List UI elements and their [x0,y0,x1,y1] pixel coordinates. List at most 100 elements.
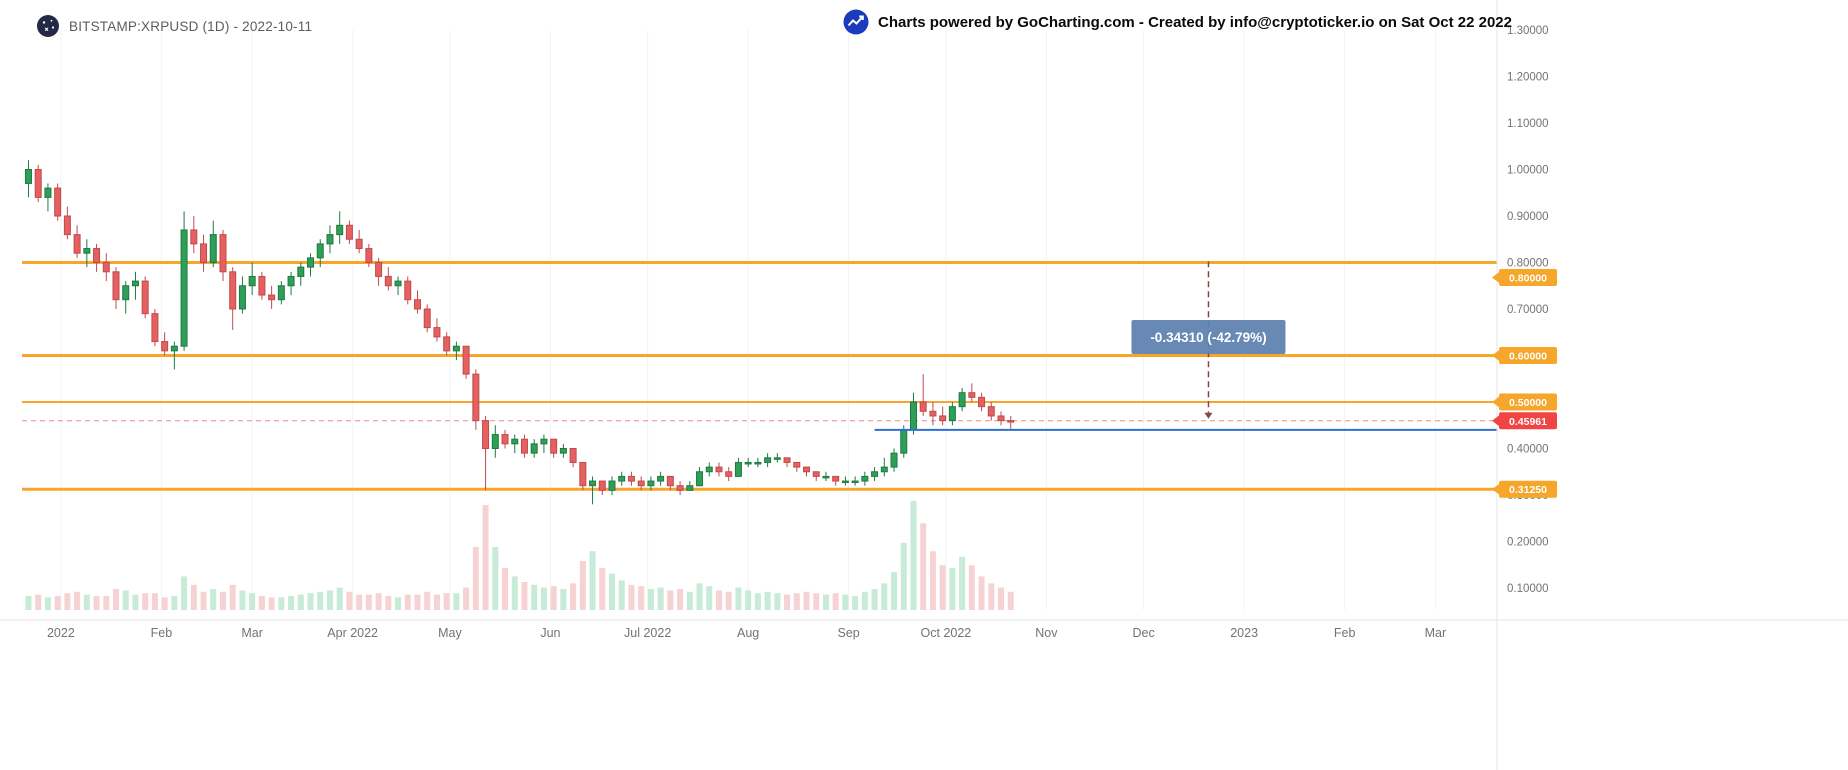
candle [316,243,324,259]
volume-bar [219,591,226,610]
candle [550,438,558,454]
candle [511,438,519,445]
volume-bar [832,593,839,610]
candle [131,280,139,287]
candle [812,471,820,477]
candle [861,475,869,482]
candle [589,480,597,487]
time-tick-label: Mar [1425,626,1447,640]
candle [851,480,859,484]
price-level-badge: 0.60000 [1492,347,1557,364]
volume-bar [949,568,956,610]
volume-bar [35,594,42,610]
candle [394,280,402,287]
candle [258,275,266,296]
volume-layer [25,500,1014,610]
candle [880,466,888,473]
volume-bar [307,593,314,610]
arrow-down-icon [1204,412,1213,419]
volume-bar [404,594,411,610]
volume-bar [764,591,771,610]
candle [336,224,344,236]
candle [978,396,986,408]
chart-header: BITSTAMP:XRPUSD (1D) - 2022-10-11 [36,14,312,38]
measurement-annotation[interactable]: -0.34310 (-42.79%) [1131,261,1286,419]
candle [569,448,577,463]
svg-text:0.60000: 0.60000 [1509,351,1547,363]
time-tick-label: Sep [838,626,860,640]
volume-bar [132,594,139,610]
candle [520,438,528,454]
time-tick-label: Nov [1035,626,1058,640]
candle [841,480,849,484]
candle [997,415,1005,422]
candle [151,313,159,343]
candle [200,243,208,263]
svg-text:0.50000: 0.50000 [1509,397,1547,409]
candle [559,448,567,454]
volume-bar [784,594,791,610]
candle [803,466,811,473]
candles-layer [24,160,1015,505]
candle [618,475,626,482]
candle [112,271,120,301]
candle [307,257,315,268]
volume-bar [346,591,353,610]
measurement-label-box[interactable] [1131,320,1286,355]
volume-bar [813,593,820,610]
volume-bar [326,590,333,610]
volume-bar [686,591,693,610]
candle [608,480,616,491]
candle [832,475,840,482]
candle [355,238,363,250]
volume-bar [852,596,859,610]
time-axis[interactable]: 2022 Feb Mar Apr 2022 May Jun Jul 2022 Aug Sep Oc… [47,626,1446,640]
volume-bar [891,572,898,610]
candle [190,229,198,245]
candle [598,480,606,491]
candle [929,410,937,417]
volume-bar [472,547,479,610]
horizontal-level-lines [22,261,1497,491]
volume-bar [74,591,81,610]
time-tick-label: Aug [737,626,759,640]
candle [54,187,62,217]
candle [462,345,470,375]
candle [122,285,130,301]
time-tick-label: May [438,626,462,640]
candle [326,234,334,245]
volume-bar [599,568,606,610]
volume-bar [414,594,421,610]
price-axis[interactable]: 1.30000 1.20000 1.10000 1.00000 0.90000 0.800… [1507,25,1549,595]
volume-bar [939,565,946,610]
gocharting-logo-icon[interactable] [36,14,60,38]
candle [705,466,713,473]
line-chart-icon [843,9,869,35]
volume-bar [745,590,752,610]
candle [93,248,101,264]
volume-bar [268,597,275,610]
candle [686,485,694,491]
candle [73,234,81,254]
volume-bar [122,590,129,610]
candle [939,415,947,422]
candle [958,392,966,408]
volume-bar [103,596,110,610]
candle [413,299,421,310]
candle [443,336,451,352]
volume-bar [968,565,975,610]
time-tick-label: Jul 2022 [624,626,671,640]
volume-bar [560,589,567,610]
price-tick-label: 0.90000 [1507,211,1549,223]
volume-bar [482,505,489,610]
candle [540,438,548,445]
volume-bar [395,597,402,610]
time-tick-label: 2023 [1230,626,1258,640]
volume-bar [998,587,1005,610]
volume-bar [356,594,363,610]
candle [482,420,490,450]
volume-bar [774,593,781,610]
volume-bar [239,590,246,610]
